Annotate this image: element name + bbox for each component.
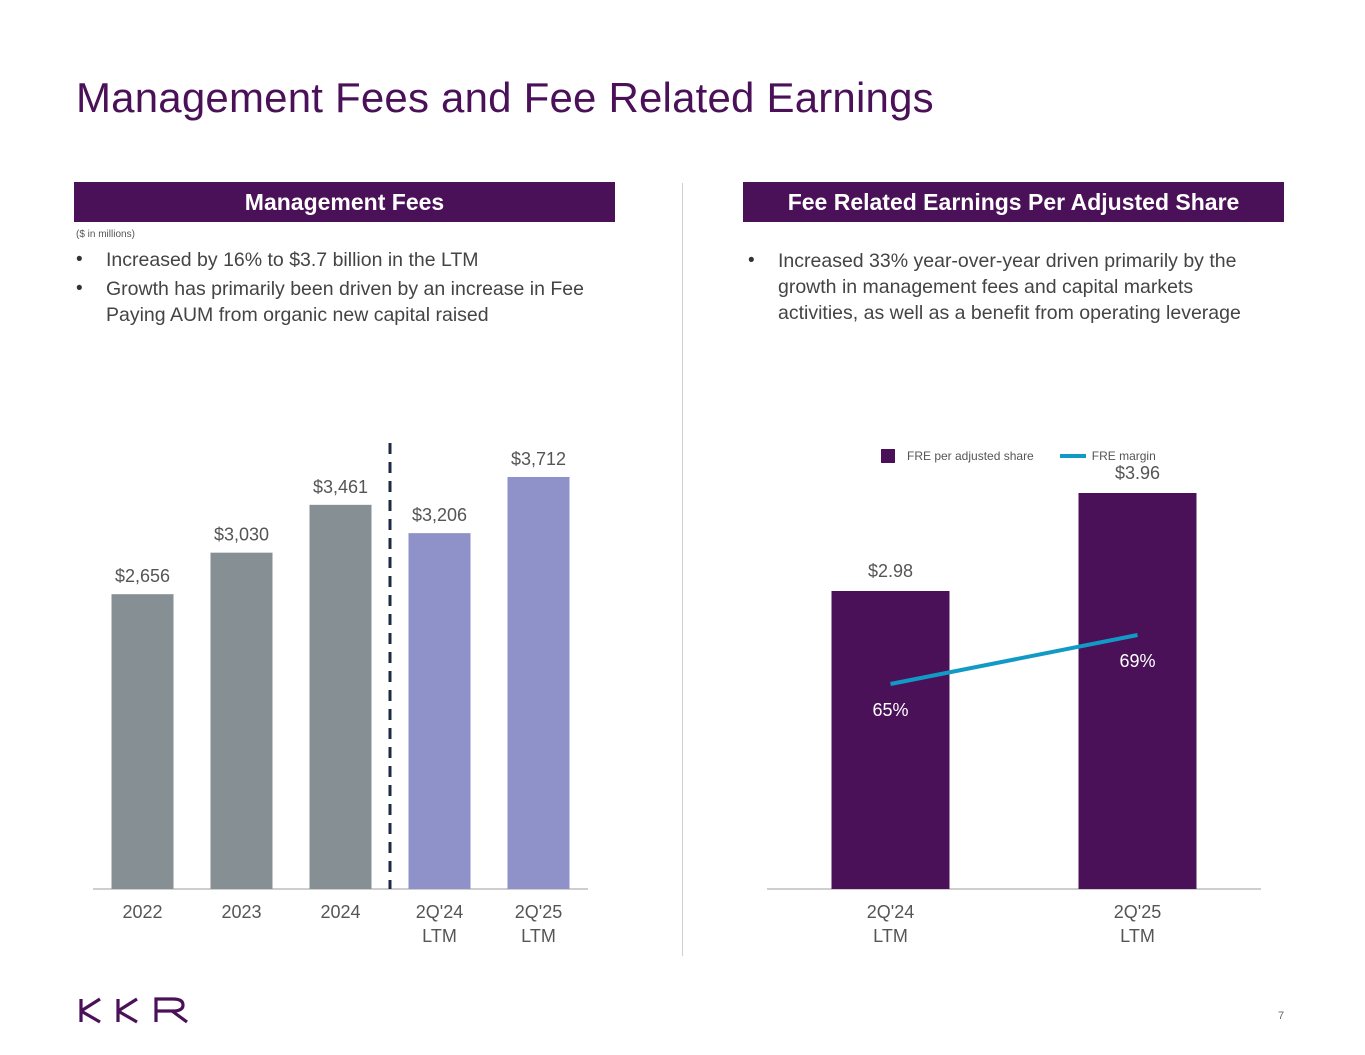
- panel-divider: [682, 183, 683, 956]
- left-bullet-2: Growth has primarily been driven by an i…: [76, 276, 616, 328]
- management-fees-header: Management Fees: [74, 182, 615, 222]
- fre-header: Fee Related Earnings Per Adjusted Share: [743, 182, 1284, 222]
- mgmt-value-label-4: $3,712: [511, 449, 566, 469]
- mgmt-category-label-3: 2Q'24 LTM: [416, 902, 463, 946]
- mgmt-value-label-3: $3,206: [412, 505, 467, 525]
- mgmt-bar-2: [309, 504, 372, 889]
- left-bullets: Increased by 16% to $3.7 billion in the …: [76, 247, 616, 331]
- page-title: Management Fees and Fee Related Earnings: [76, 74, 934, 121]
- fre-legend: FRE per adjusted share FRE margin: [881, 449, 1156, 463]
- mgmt-bar-4: [507, 476, 570, 889]
- mgmt-bar-1: [210, 552, 273, 889]
- kkr-logo: [79, 997, 188, 1024]
- right-bullet-1: Increased 33% year-over-year driven prim…: [748, 248, 1278, 326]
- mgmt-bar-0: [111, 594, 174, 889]
- legend-bar-label: FRE per adjusted share: [907, 449, 1034, 463]
- right-bullets: Increased 33% year-over-year driven prim…: [748, 248, 1278, 329]
- legend-bar-swatch: [881, 449, 895, 463]
- mgmt-category-label-0: 2022: [122, 902, 162, 922]
- mgmt-value-label-0: $2,656: [115, 566, 170, 586]
- mgmt-bar-3: [408, 533, 471, 889]
- mgmt-category-label-2: 2024: [320, 902, 360, 922]
- legend-line-label: FRE margin: [1091, 449, 1156, 463]
- left-bullet-1: Increased by 16% to $3.7 billion in the …: [76, 247, 616, 273]
- mgmt-category-label-1: 2023: [221, 902, 261, 922]
- legend-line-swatch: [1059, 454, 1086, 458]
- mgmt-category-label-4: 2Q'25 LTM: [515, 902, 562, 946]
- units-note: ($ in millions): [76, 229, 135, 240]
- mgmt-value-label-2: $3,461: [313, 477, 368, 497]
- page-number: 7: [1278, 1010, 1285, 1022]
- mgmt-value-label-1: $3,030: [214, 525, 269, 545]
